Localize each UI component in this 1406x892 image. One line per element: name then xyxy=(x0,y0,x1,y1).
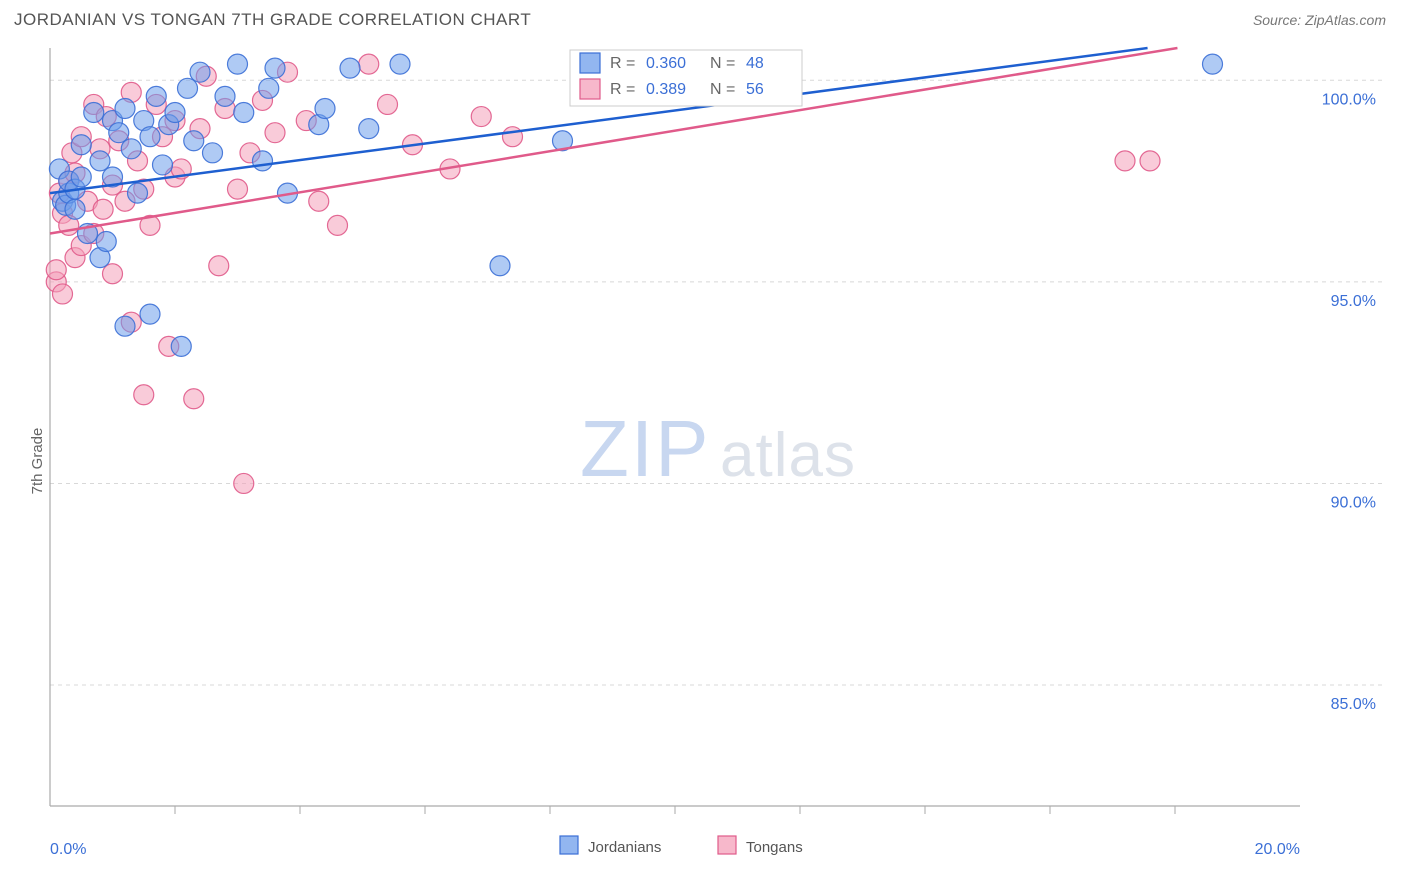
watermark-atlas: atlas xyxy=(720,421,856,490)
data-point xyxy=(190,62,210,82)
data-point xyxy=(84,103,104,123)
legend-swatch xyxy=(580,79,600,99)
bottom-legend-swatch xyxy=(718,836,736,854)
data-point xyxy=(121,139,141,159)
data-point xyxy=(140,304,160,324)
bottom-legend-label: Jordanians xyxy=(588,839,661,856)
data-point xyxy=(378,94,398,114)
data-point xyxy=(71,135,91,155)
data-point xyxy=(96,232,116,252)
data-point xyxy=(228,179,248,199)
legend-n-label: N = xyxy=(710,81,735,98)
data-point xyxy=(328,215,348,235)
data-point xyxy=(265,123,285,143)
legend-n-value: 48 xyxy=(746,55,764,72)
data-point xyxy=(253,151,273,171)
y-tick-label: 90.0% xyxy=(1331,494,1376,511)
data-point xyxy=(146,86,166,106)
data-point xyxy=(71,167,91,187)
bottom-legend-swatch xyxy=(560,836,578,854)
watermark-zip: ZIP xyxy=(580,404,710,493)
data-point xyxy=(340,58,360,78)
data-point xyxy=(90,151,110,171)
data-point xyxy=(93,199,113,219)
data-point xyxy=(115,316,135,336)
data-point xyxy=(184,131,204,151)
data-point xyxy=(390,54,410,74)
data-point xyxy=(1115,151,1135,171)
x-tick-label: 0.0% xyxy=(50,841,86,858)
correlation-chart: 85.0% 90.0% 95.0% 100.0% ZIPatlas 0.0% 20.0% R … xyxy=(0,36,1406,886)
legend-n-label: N = xyxy=(710,55,735,72)
legend-r-label: R = xyxy=(610,81,635,98)
y-axis-label: 7th Grade xyxy=(29,428,46,495)
data-point xyxy=(165,103,185,123)
data-point xyxy=(209,256,229,276)
legend-swatch xyxy=(580,53,600,73)
data-point xyxy=(134,385,154,405)
data-point xyxy=(103,264,123,284)
data-point xyxy=(109,123,129,143)
data-point xyxy=(178,78,198,98)
data-point xyxy=(140,127,160,147)
data-point xyxy=(265,58,285,78)
data-point xyxy=(46,260,66,280)
source-label: Source: ZipAtlas.com xyxy=(1253,12,1386,28)
y-tick-label: 95.0% xyxy=(1331,293,1376,310)
y-tick-label: 85.0% xyxy=(1331,696,1376,713)
y-tick-label: 100.0% xyxy=(1322,91,1376,108)
data-point xyxy=(315,98,335,118)
data-point xyxy=(471,107,491,127)
legend-n-value: 56 xyxy=(746,81,764,98)
data-point xyxy=(153,155,173,175)
data-point xyxy=(503,127,523,147)
data-point xyxy=(184,389,204,409)
data-point xyxy=(171,336,191,356)
chart-title: JORDANIAN VS TONGAN 7TH GRADE CORRELATIO… xyxy=(14,10,531,30)
data-point xyxy=(309,191,329,211)
x-tick-label: 20.0% xyxy=(1255,841,1300,858)
data-point xyxy=(128,183,148,203)
data-point xyxy=(65,199,85,219)
legend-r-value: 0.360 xyxy=(646,55,686,72)
data-point xyxy=(215,86,235,106)
data-point xyxy=(234,103,254,123)
data-point xyxy=(259,78,279,98)
data-point xyxy=(1203,54,1223,74)
data-point xyxy=(1140,151,1160,171)
data-point xyxy=(228,54,248,74)
data-point xyxy=(115,98,135,118)
data-point xyxy=(359,119,379,139)
data-point xyxy=(234,473,254,493)
data-point xyxy=(490,256,510,276)
data-point xyxy=(359,54,379,74)
bottom-legend-label: Tongans xyxy=(746,839,803,856)
data-point xyxy=(53,284,73,304)
legend-r-label: R = xyxy=(610,55,635,72)
legend-r-value: 0.389 xyxy=(646,81,686,98)
data-point xyxy=(203,143,223,163)
